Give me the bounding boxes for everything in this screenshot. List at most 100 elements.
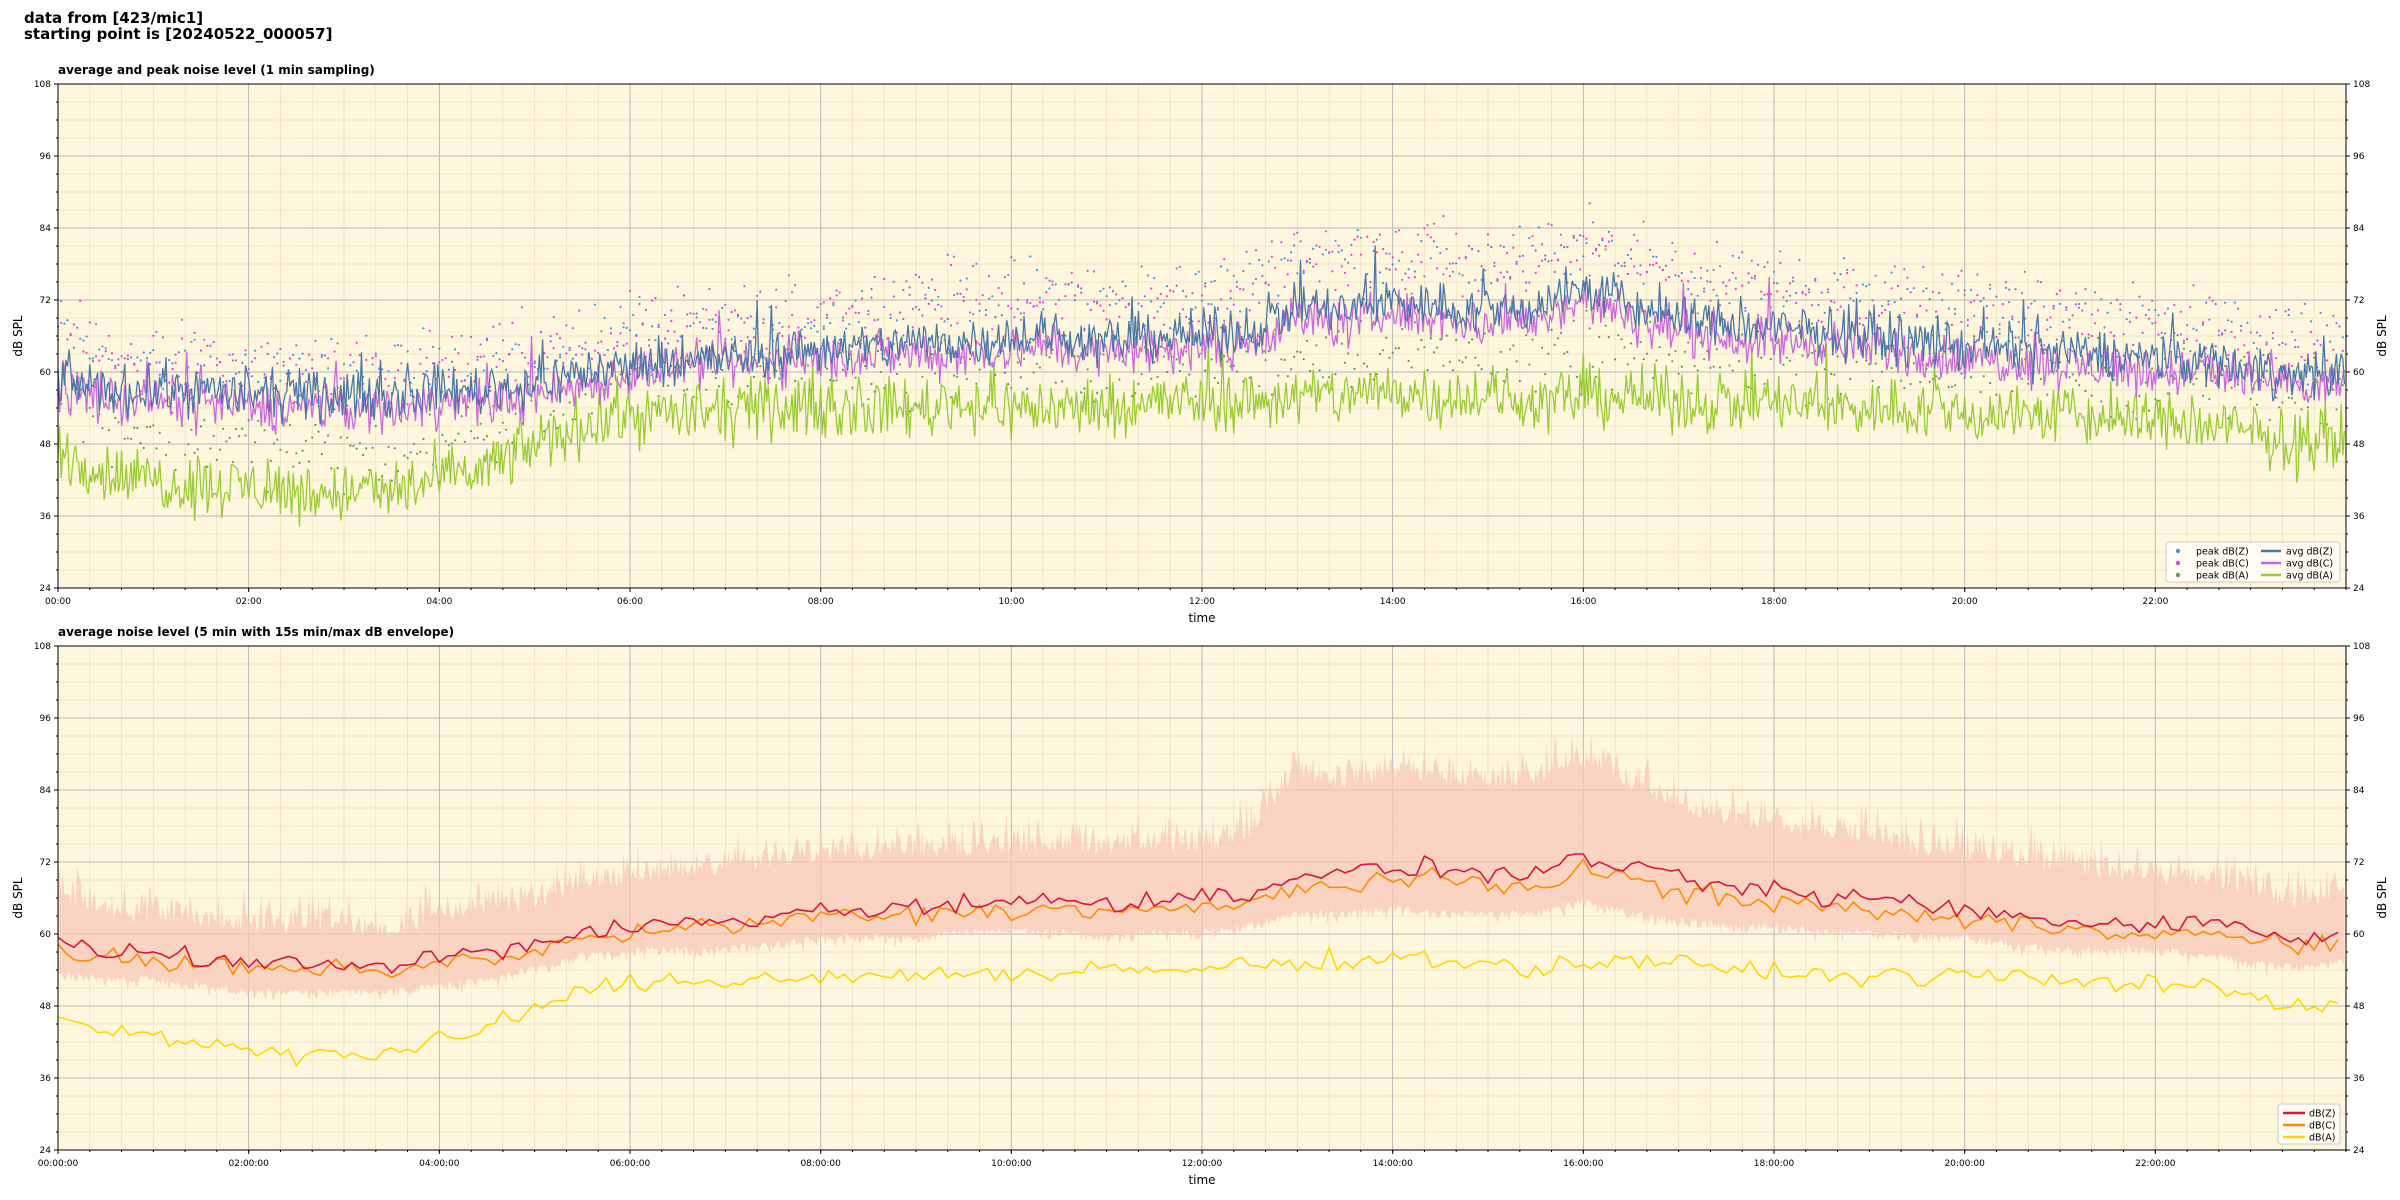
peak-point [1817,319,1820,322]
peak-point [1989,287,1992,290]
peak-point [2325,359,2328,362]
peak-point [406,456,409,459]
peak-point [892,280,895,283]
peak-point [1417,253,1420,256]
peak-point [238,435,241,438]
peak-point [1957,289,1960,292]
y-axis-label-right: dB SPL [2375,315,2389,357]
peak-point [1391,263,1394,266]
peak-point [1191,308,1194,311]
peak-point [2275,396,2278,399]
peak-point [1674,250,1677,253]
peak-point [1814,277,1817,280]
peak-point [1410,366,1413,369]
peak-point [2281,401,2284,404]
peak-point [864,364,867,368]
peak-point [1407,359,1410,362]
peak-point [514,343,517,346]
peak-point [171,367,174,371]
y-tick-label-right: 96 [2353,152,2365,162]
peak-point [346,436,349,439]
peak-point [1369,373,1372,376]
peak-point [1089,308,1092,311]
peak-point [98,359,101,362]
peak-point [1728,302,1731,305]
peak-point [1385,336,1388,339]
peak-point [288,357,292,360]
peak-point [1204,285,1207,288]
peak-point [606,348,609,352]
peak-point [520,306,524,309]
y-tick-label-left: 36 [40,512,52,522]
legend-label: dB(A) [2309,1133,2335,1144]
peak-point [619,306,622,309]
peak-point [1668,275,1671,279]
peak-point [1617,334,1620,337]
peak-point [234,372,238,375]
peak-point [2027,382,2030,385]
peak-point [1725,285,1728,288]
legend-label: dB(C) [2309,1121,2336,1132]
peak-point [263,373,266,376]
legend-label: peak dB(Z) [2196,547,2249,558]
peak-point [1026,387,1029,390]
peak-point [2192,383,2195,386]
peak-point [1296,350,1299,353]
peak-point [327,367,330,370]
peak-point [663,337,667,340]
peak-point [714,320,717,323]
peak-point [123,437,126,440]
peak-point [130,356,133,359]
peak-point [1540,243,1544,246]
peak-point [873,275,876,279]
peak-point [244,434,247,437]
peak-point [879,370,883,373]
peak-point [692,312,695,315]
peak-point [180,318,183,321]
peak-point [2195,377,2198,380]
peak-point [1658,266,1661,269]
peak-point [810,321,813,324]
peak-point [851,386,854,389]
peak-point [470,430,473,433]
peak-point [2319,311,2322,314]
peak-point [1404,287,1407,291]
peak-point [1229,297,1232,300]
peak-point [1693,277,1696,280]
peak-point [1480,368,1483,371]
peak-point [2214,345,2217,348]
peak-point [1556,337,1559,340]
peak-point [1318,369,1321,372]
peak-point [142,379,145,382]
peak-point [1293,355,1296,358]
peak-point [775,288,778,291]
peak-point [1382,281,1385,285]
peak-point [1839,305,1842,308]
peak-point [168,441,171,444]
peak-point [1013,259,1016,262]
peak-point [1391,351,1394,354]
peak-point [1779,261,1782,264]
y-tick-label-left: 72 [40,858,51,868]
peak-point [2119,303,2122,306]
peak-point [2271,331,2274,334]
peak-point [1960,372,1963,375]
peak-point [1811,304,1814,307]
peak-point [444,357,447,360]
peak-point [829,322,832,325]
peak-point [1200,294,1204,297]
peak-point [374,352,377,355]
peak-point [870,287,873,291]
peak-point [978,302,981,305]
peak-point [2335,408,2338,411]
peak-point [1019,376,1023,379]
peak-point [2071,373,2074,376]
peak-point [705,388,708,391]
peak-point [1664,278,1668,281]
peak-point [2182,342,2185,345]
peak-point [88,357,91,360]
peak-point [1553,343,1556,347]
peak-point [155,447,158,450]
peak-point [2233,336,2236,339]
peak-point [1432,351,1436,354]
